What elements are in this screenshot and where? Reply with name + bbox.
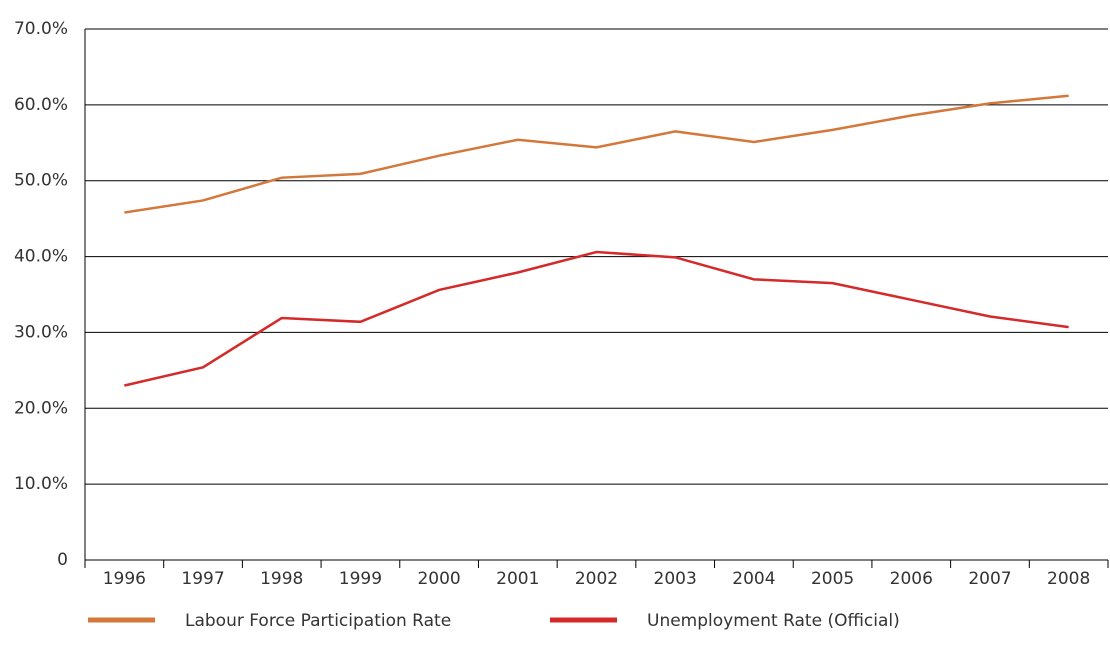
y-tick-label: 10.0%: [14, 474, 68, 494]
x-tick-label: 1997: [181, 569, 224, 589]
x-tick-label: 2000: [417, 569, 460, 589]
y-tick-label: 60.0%: [14, 95, 68, 115]
y-tick-label: 20.0%: [14, 398, 68, 418]
x-tick-label: 2008: [1047, 569, 1090, 589]
series-line: [124, 250, 1069, 387]
x-tick-label: 2002: [575, 569, 618, 589]
x-tick-label: 2003: [654, 569, 697, 589]
x-tick-label: 2004: [732, 569, 775, 589]
legend-label: Unemployment Rate (Official): [647, 611, 900, 631]
x-tick-label: 2006: [890, 569, 933, 589]
y-tick-label: 30.0%: [14, 322, 68, 342]
x-tick-label: 1996: [103, 569, 146, 589]
legend-label: Labour Force Participation Rate: [185, 611, 451, 631]
x-tick-label: 2007: [968, 569, 1011, 589]
y-tick-label: 70.0%: [14, 19, 68, 39]
y-tick-label: 40.0%: [14, 247, 68, 267]
series-line: [124, 94, 1069, 214]
y-tick-label: 50.0%: [14, 171, 68, 191]
x-tick-label: 1998: [260, 569, 303, 589]
x-tick-label: 2005: [811, 569, 854, 589]
x-tick-label: 2001: [496, 569, 539, 589]
y-tick-label: 0: [57, 550, 68, 570]
x-tick-label: 1999: [339, 569, 382, 589]
